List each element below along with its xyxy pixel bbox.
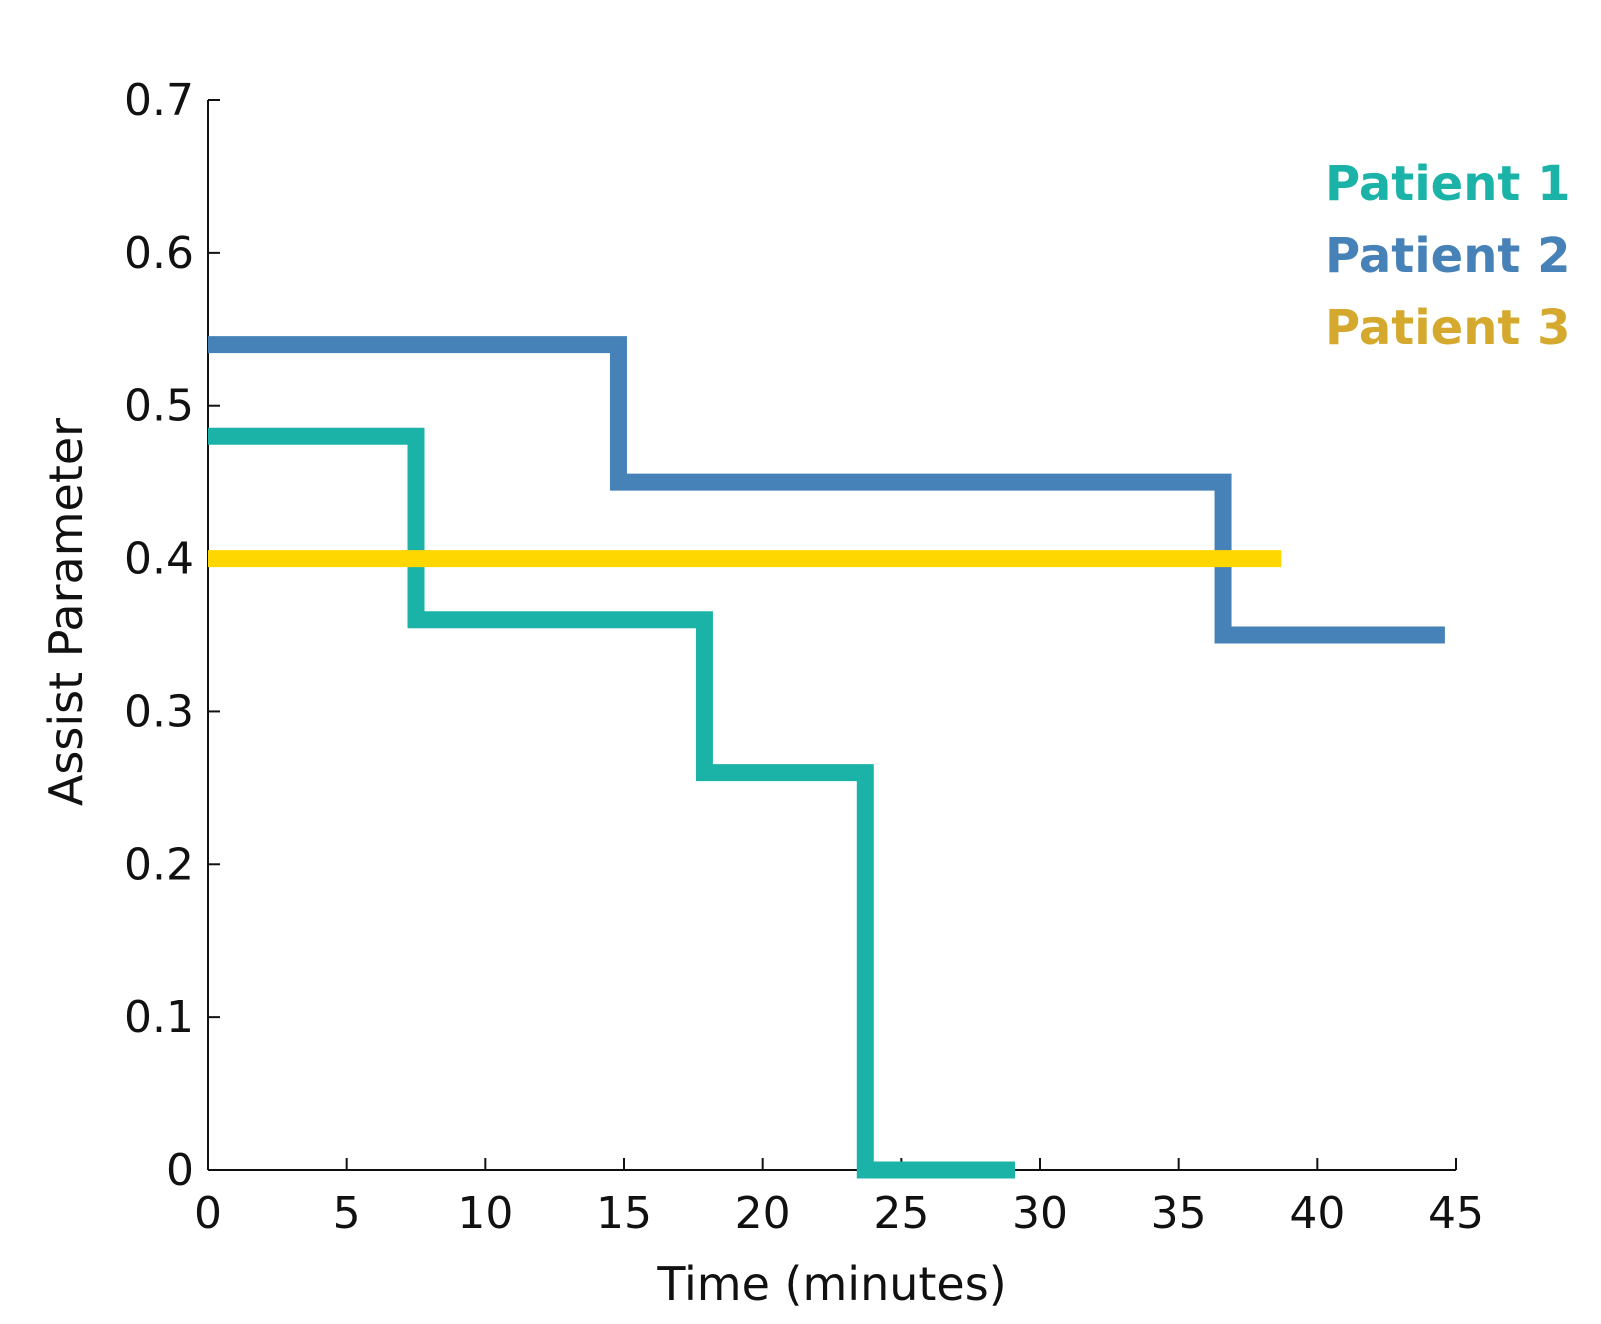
y-tick-label: 0.2	[124, 839, 194, 890]
y-tick-label: 0.6	[124, 228, 194, 279]
y-tick-label: 0.1	[124, 992, 194, 1043]
y-tick-label: 0.3	[124, 686, 194, 737]
legend-entry-patient-3: Patient 3	[1325, 300, 1570, 356]
y-axis-label: Assist Parameter	[39, 418, 93, 806]
y-tick-label: 0	[166, 1145, 194, 1196]
x-tick-label: 15	[596, 1188, 652, 1239]
axes: 0 5 10 15 20 25 30 35 40 45 0 0.1 0.2 0.3 0.4 0.5 0.6 0.7	[124, 75, 1484, 1239]
x-tick-label: 25	[873, 1188, 929, 1239]
y-tick-label: 0.7	[124, 75, 194, 126]
x-tick-label: 0	[194, 1188, 222, 1239]
x-tick-label: 35	[1151, 1188, 1207, 1239]
x-tick-label: 5	[333, 1188, 361, 1239]
x-tick-label: 30	[1012, 1188, 1068, 1239]
series-line-patient-2	[208, 336, 1445, 644]
legend: Patient 1 Patient 2 Patient 3	[1325, 156, 1570, 356]
legend-entry-patient-1: Patient 1	[1325, 156, 1570, 212]
series-line-patient-1	[208, 427, 1016, 1179]
x-tick-label: 40	[1289, 1188, 1345, 1239]
y-tick-label: 0.4	[124, 534, 194, 585]
legend-entry-patient-2: Patient 2	[1325, 228, 1570, 284]
x-tick-label: 45	[1428, 1188, 1484, 1239]
x-axis-label: Time (minutes)	[656, 1257, 1006, 1311]
y-tick-label: 0.5	[124, 381, 194, 432]
series-layer	[208, 336, 1445, 1179]
x-tick-label: 10	[457, 1188, 513, 1239]
x-tick-label: 20	[735, 1188, 791, 1239]
